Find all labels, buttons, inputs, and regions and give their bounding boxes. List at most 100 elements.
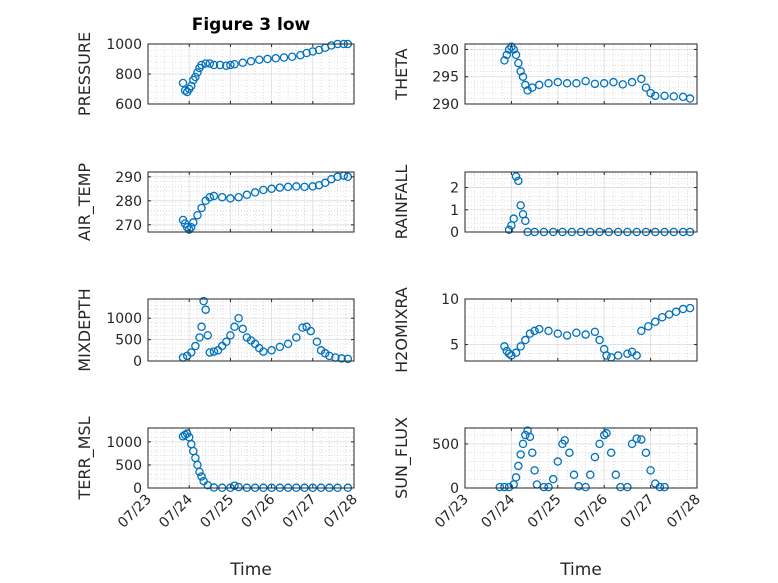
data-point <box>562 79 572 88</box>
data-point <box>222 337 231 347</box>
data-point <box>664 310 674 319</box>
data-point <box>495 482 505 492</box>
data-point <box>343 354 353 364</box>
minor-grid <box>465 43 697 105</box>
data-point <box>548 474 558 484</box>
data-point <box>553 329 563 338</box>
data-point <box>504 225 514 235</box>
minor-grid <box>465 298 697 361</box>
panel-pressure: 600 800 1000 PRESSURE <box>75 32 355 116</box>
plot-area <box>465 428 697 488</box>
panel-mixdepth: 0 500 1000 MIXDEPTH <box>75 288 355 372</box>
data-point <box>644 322 653 331</box>
data-point <box>613 351 623 360</box>
data-point <box>521 80 530 90</box>
data-point <box>514 461 523 471</box>
x-tick-label: 07/23 <box>432 492 472 532</box>
data-point <box>178 78 188 88</box>
data-point <box>230 322 239 332</box>
data-point <box>657 312 667 322</box>
data-point <box>511 348 521 358</box>
data-point <box>572 328 581 337</box>
data-point <box>182 222 192 232</box>
plot-area <box>148 299 354 361</box>
data-point <box>528 83 537 92</box>
data-point <box>685 303 695 313</box>
data-point <box>275 342 285 352</box>
data-point <box>553 457 563 466</box>
data-point <box>259 185 268 195</box>
y-tick-label: 0 <box>133 354 142 370</box>
data-point <box>292 182 301 191</box>
data-point <box>581 482 590 492</box>
data-point <box>320 178 330 188</box>
data-point <box>509 45 518 54</box>
data-point <box>195 333 204 342</box>
data-point <box>646 466 655 475</box>
data-point <box>586 470 595 480</box>
data-point <box>590 79 600 89</box>
y-tick-label: 1000 <box>106 311 142 327</box>
data-point <box>569 470 579 480</box>
data-point <box>184 225 194 234</box>
data-point <box>201 305 210 314</box>
data-point <box>267 184 276 194</box>
data-point <box>215 60 225 70</box>
y-axis-label: THETA <box>392 48 411 100</box>
x-tick-label: 07/25 <box>525 492 565 532</box>
y-axis-label: MIXDEPTH <box>75 288 94 371</box>
y-axis-label: RAINFALL <box>392 165 411 240</box>
plot-area <box>148 172 354 232</box>
data-point <box>660 482 669 492</box>
data-point <box>637 435 646 444</box>
plot-area <box>465 299 697 361</box>
data-point <box>205 192 215 202</box>
data-point <box>308 47 318 56</box>
data-point <box>242 190 252 200</box>
data-point <box>528 448 537 457</box>
y-axis-label: H2OMIXRA <box>392 287 411 373</box>
data-point <box>618 80 628 89</box>
y-tick-label: 1000 <box>106 435 142 451</box>
data-point <box>189 218 198 227</box>
data-point <box>599 430 609 440</box>
data-point <box>209 60 219 70</box>
data-point <box>590 452 600 462</box>
data-point <box>602 351 611 360</box>
x-tick-label: 07/28 <box>321 492 361 532</box>
minor-grid <box>465 428 697 489</box>
data-point <box>275 183 285 192</box>
data-point <box>671 307 681 317</box>
data-point <box>327 41 336 50</box>
data-point <box>511 50 521 60</box>
x-tick-label: 07/26 <box>571 491 611 531</box>
data-point <box>521 335 530 345</box>
y-axis-label: SUN_FLUX <box>392 417 412 499</box>
data-point <box>195 467 204 477</box>
data-point <box>325 351 334 361</box>
data-point <box>595 439 604 449</box>
data-point <box>507 42 516 51</box>
y-axis-label: PRESSURE <box>75 32 94 116</box>
data-point <box>209 347 219 356</box>
axes-box <box>464 427 698 489</box>
axes-box <box>147 298 355 362</box>
data-point <box>606 448 616 457</box>
minor-grid <box>465 172 697 233</box>
data-point <box>230 481 239 490</box>
data-point <box>279 53 289 62</box>
panel-terr_msl: 0 500 1000 07/23 07/24 07/25 07/26 07/27 07/28 Ti… <box>75 416 361 580</box>
data-point <box>609 77 618 87</box>
data-point <box>627 77 637 87</box>
data-point <box>516 342 525 351</box>
data-point <box>509 214 518 223</box>
data-point <box>180 86 190 95</box>
data-point <box>599 79 609 88</box>
data-point <box>646 88 655 98</box>
data-point <box>504 482 514 492</box>
data-point <box>193 68 202 77</box>
x-tick-label: 07/24 <box>478 491 518 531</box>
data-point <box>544 482 553 492</box>
data-point <box>525 329 535 338</box>
data-point <box>226 194 235 203</box>
